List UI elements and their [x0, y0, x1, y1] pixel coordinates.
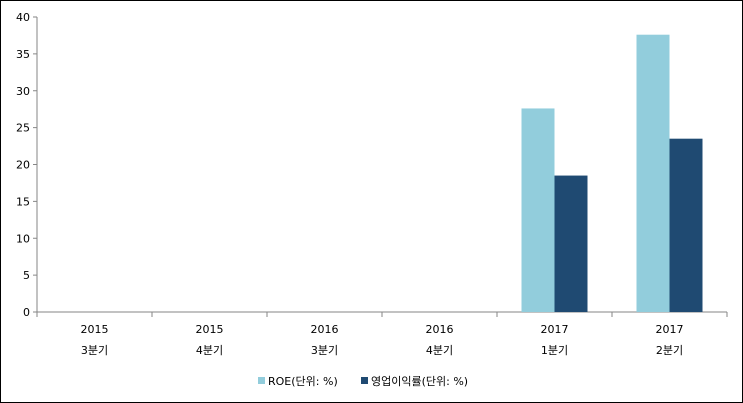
y-tick-label: 20	[16, 159, 30, 172]
x-tick-label-year: 2015	[196, 323, 224, 336]
legend-swatch-0	[258, 377, 265, 384]
bar-series-1[interactable]	[554, 175, 588, 312]
y-tick-label: 5	[23, 269, 30, 282]
y-tick-label: 10	[16, 232, 30, 245]
x-tick-label-year: 2017	[541, 323, 569, 336]
x-tick-label-year: 2015	[81, 323, 109, 336]
y-tick-label: 0	[23, 306, 30, 319]
y-tick-label: 25	[16, 122, 30, 135]
x-tick-label-year: 2017	[656, 323, 684, 336]
bar-series-0[interactable]	[521, 108, 555, 312]
legend-swatch-1	[361, 377, 368, 384]
x-tick-label-quarter: 3분기	[81, 344, 108, 357]
x-tick-label-quarter: 4분기	[426, 344, 453, 357]
x-tick-label-quarter: 2분기	[656, 344, 683, 357]
y-tick-label: 15	[16, 195, 30, 208]
y-axis: 0 5 10 15 20 25 30 35 40	[16, 11, 38, 319]
x-tick-label-year: 2016	[311, 323, 339, 336]
bars	[521, 34, 703, 312]
y-tick-label: 40	[16, 11, 30, 24]
bar-series-0[interactable]	[636, 34, 670, 312]
x-tick-label-quarter: 3분기	[311, 344, 338, 357]
x-tick-label-year: 2016	[426, 323, 454, 336]
x-axis: 2015 3분기 2015 4분기 2016 3분기 2016 4분기 2017 1분기 2017 2…	[36, 311, 728, 357]
bar-series-1[interactable]	[669, 138, 703, 312]
x-tick-label-quarter: 4분기	[196, 344, 223, 357]
y-tick-label: 35	[16, 48, 30, 61]
legend-label-0: ROE(단위: %)	[268, 375, 338, 388]
legend-label-1: 영업이익률(단위: %)	[371, 375, 468, 388]
x-tick-label-quarter: 1분기	[541, 344, 568, 357]
legend: ROE(단위: %) 영업이익률(단위: %)	[258, 375, 468, 388]
y-tick-label: 30	[16, 85, 30, 98]
